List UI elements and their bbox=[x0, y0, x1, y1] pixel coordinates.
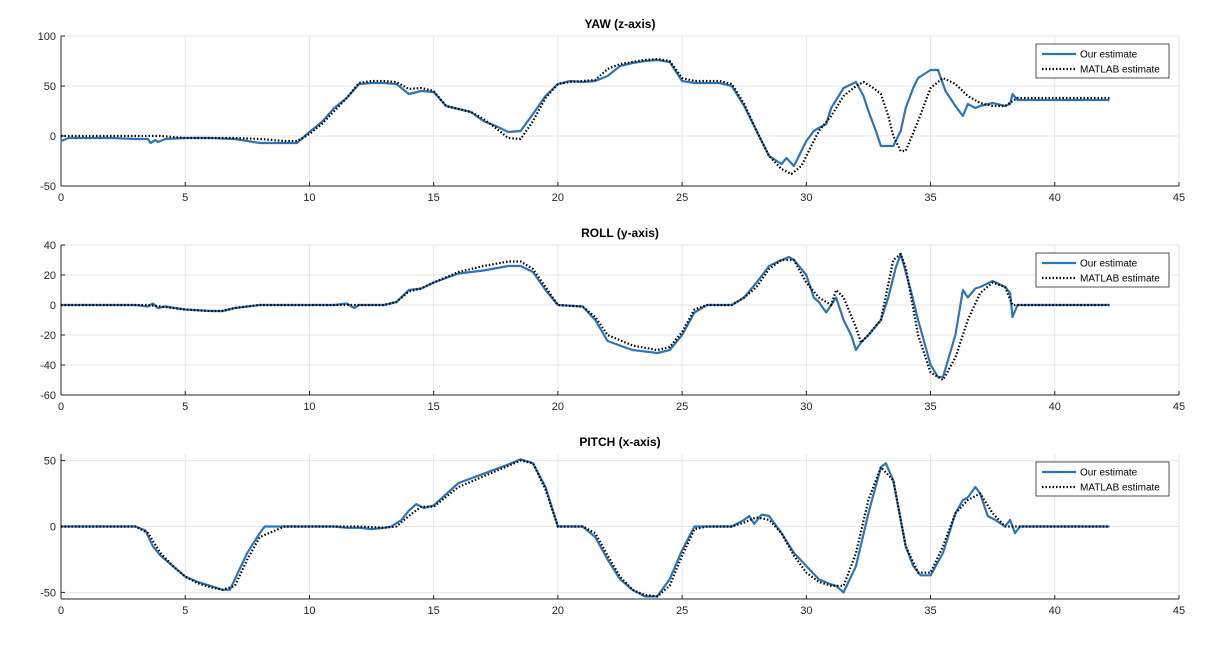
panel-2-series-matlab-estimate-line bbox=[61, 252, 1110, 382]
panel-2-xtick-label: 30 bbox=[800, 401, 812, 413]
panel-1-ytick-label: 0 bbox=[50, 131, 56, 143]
panel-3-legend-label-1: Our estimate bbox=[1080, 468, 1138, 479]
panel-3-xtick-label: 45 bbox=[1173, 605, 1185, 617]
panel-3-xtick-label: 25 bbox=[676, 605, 688, 617]
panel-2-ytick-label: 20 bbox=[44, 270, 56, 282]
panel-3-legend-label-2: MATLAB estimate bbox=[1080, 483, 1160, 494]
panel-2-xtick-label: 35 bbox=[924, 401, 936, 413]
panel-2-legend-label-1: Our estimate bbox=[1080, 259, 1138, 270]
panel-2-ytick-label: -60 bbox=[40, 390, 56, 402]
panel-2-xtick-label: 15 bbox=[428, 401, 440, 413]
panel-1-ytick-label: 50 bbox=[44, 81, 56, 93]
panel-3-xtick-label: 40 bbox=[1049, 605, 1061, 617]
panel-1-legend-label-1: Our estimate bbox=[1080, 50, 1138, 61]
panel-1-plot-area bbox=[61, 36, 1179, 186]
panel-1-xtick-label: 15 bbox=[428, 192, 440, 204]
panel-2-xtick-label: 20 bbox=[552, 401, 564, 413]
panel-3-xtick-label: 10 bbox=[303, 605, 315, 617]
panel-1-xtick-label: 5 bbox=[182, 192, 188, 204]
panel-3-legend: Our estimate MATLAB estimate bbox=[1035, 461, 1170, 497]
panel-1-xtick-label: 35 bbox=[924, 192, 936, 204]
panel-1-ytick-label: 100 bbox=[38, 31, 56, 43]
panel-3-series-matlab-estimate-line bbox=[61, 459, 1110, 598]
panel-2-legend-label-2: MATLAB estimate bbox=[1080, 274, 1160, 285]
panel-1-title: YAW (z-axis) bbox=[585, 17, 656, 31]
panel-3-xtick-label: 30 bbox=[800, 605, 812, 617]
panel-2-xtick-label: 40 bbox=[1049, 401, 1061, 413]
panel-3-ytick-label: 50 bbox=[44, 456, 56, 468]
panel-1-xtick-label: 40 bbox=[1049, 192, 1061, 204]
panel-2-xtick-label: 0 bbox=[58, 401, 64, 413]
panel-3-ytick-label: 0 bbox=[50, 522, 56, 534]
panel-2-title: ROLL (y-axis) bbox=[581, 226, 659, 240]
panel-1-series-matlab-estimate-line bbox=[61, 57, 1110, 176]
panel-1-xtick-label: 25 bbox=[676, 192, 688, 204]
panel-1-series-our-estimate-line bbox=[61, 58, 1110, 168]
panel-2-xtick-label: 45 bbox=[1173, 401, 1185, 413]
panel-2-ytick-label: 40 bbox=[44, 240, 56, 252]
panel-3-legend-box bbox=[1035, 461, 1170, 497]
panel-1-xtick-label: 10 bbox=[303, 192, 315, 204]
panel-2-plot-area bbox=[61, 245, 1179, 395]
panel-2: 0 5 10 15 20 25 30 35 40 45 -60 -40 -20 0 20 40 ROLL (y-… bbox=[40, 226, 1185, 413]
panel-1-xtick-label: 45 bbox=[1173, 192, 1185, 204]
panel-1-ytick-label: -50 bbox=[40, 181, 56, 193]
panel-2-ytick-label: -40 bbox=[40, 360, 56, 372]
panel-2-legend: Our estimate MATLAB estimate bbox=[1035, 252, 1170, 288]
panel-2-legend-box bbox=[1035, 252, 1170, 288]
panel-3-ytick-label: -50 bbox=[40, 587, 56, 599]
panel-2-ytick-label: -20 bbox=[40, 330, 56, 342]
panel-1-xtick-label: 20 bbox=[552, 192, 564, 204]
panel-2-ytick-label: 0 bbox=[50, 300, 56, 312]
panel-1-xtick-label: 0 bbox=[58, 192, 64, 204]
panel-1-xtick-label: 30 bbox=[800, 192, 812, 204]
panel-3-xtick-label: 5 bbox=[182, 605, 188, 617]
panel-3-xtick-label: 0 bbox=[58, 605, 64, 617]
panel-1-legend-label-2: MATLAB estimate bbox=[1080, 65, 1160, 76]
panel-1-legend-box bbox=[1035, 43, 1170, 79]
panel-3-xtick-label: 15 bbox=[428, 605, 440, 617]
panel-3-xtick-label: 35 bbox=[924, 605, 936, 617]
panel-1-legend: Our estimate MATLAB estimate bbox=[1035, 43, 1170, 79]
panel-2-xtick-label: 10 bbox=[303, 401, 315, 413]
panel-3-xtick-label: 20 bbox=[552, 605, 564, 617]
panel-2-xtick-label: 5 bbox=[182, 401, 188, 413]
panel-2-xtick-label: 25 bbox=[676, 401, 688, 413]
panel-3-title: PITCH (x-axis) bbox=[579, 435, 660, 449]
